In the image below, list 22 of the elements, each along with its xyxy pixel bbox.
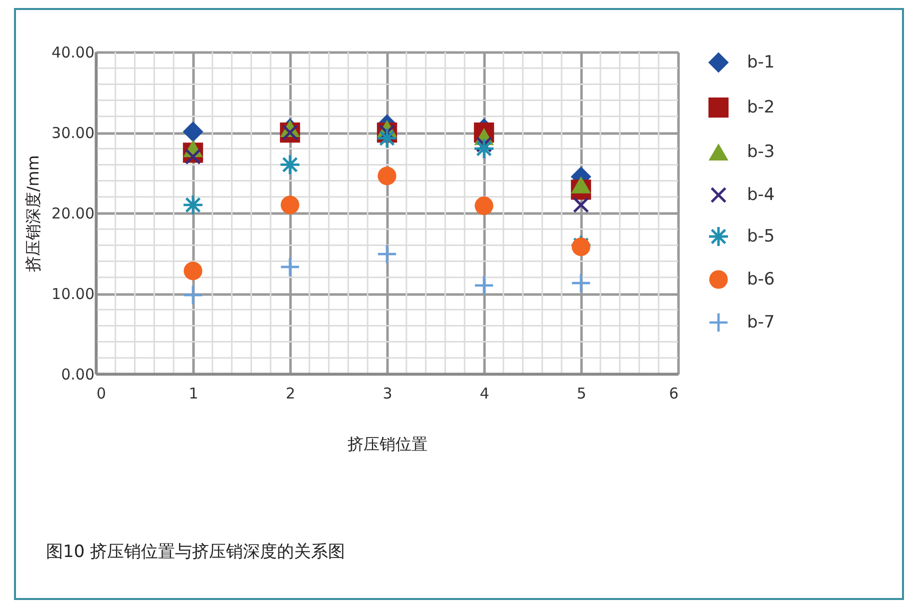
legend-label: b-4 <box>747 185 775 205</box>
legend-label: b-5 <box>747 226 775 246</box>
y-tick-label: 10.00 <box>52 285 94 303</box>
x-tick-label: 3 <box>382 384 392 402</box>
x-tick-label: 5 <box>576 384 586 402</box>
legend-label: b-7 <box>747 312 775 332</box>
x-tick-label: 1 <box>188 384 198 402</box>
legend-label: b-6 <box>747 270 775 290</box>
caption: 图10 挤压销位置与挤压销深度的关系图 <box>46 541 346 563</box>
x-tick-label: 6 <box>668 384 678 402</box>
x-tick-label: 2 <box>286 384 296 402</box>
legend-label: b-3 <box>747 142 775 162</box>
x-tick-label: 0 <box>96 384 106 402</box>
y-tick-label: 30.00 <box>52 124 94 142</box>
legend-label: b-1 <box>747 52 775 72</box>
y-tick-label: 20.00 <box>52 204 94 222</box>
y-tick-label: 0.00 <box>61 366 94 384</box>
x-axis-title: 挤压销位置 <box>348 434 428 454</box>
y-tick-label: 40.00 <box>52 44 94 62</box>
legend-label: b-2 <box>747 98 775 118</box>
y-axis-title: 挤压销深度/mm <box>24 155 43 272</box>
x-tick-label: 4 <box>480 384 490 402</box>
